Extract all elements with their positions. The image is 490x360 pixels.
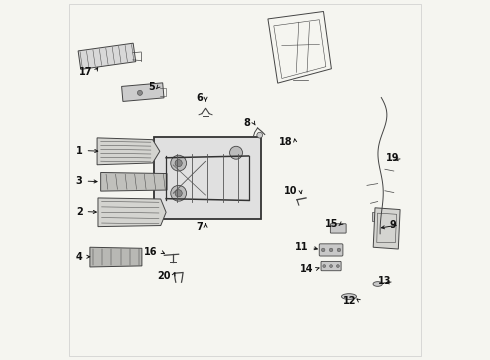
Text: 20: 20 bbox=[157, 271, 171, 281]
Circle shape bbox=[137, 90, 143, 95]
Circle shape bbox=[257, 132, 263, 138]
Bar bbox=[372, 212, 390, 221]
Polygon shape bbox=[98, 198, 166, 226]
Ellipse shape bbox=[342, 294, 357, 300]
Polygon shape bbox=[373, 208, 400, 249]
Circle shape bbox=[175, 159, 182, 167]
Circle shape bbox=[337, 248, 341, 252]
Circle shape bbox=[175, 190, 182, 197]
Circle shape bbox=[171, 185, 187, 201]
Bar bbox=[153, 137, 261, 220]
Text: 17: 17 bbox=[79, 67, 92, 77]
Text: 15: 15 bbox=[325, 219, 338, 229]
Text: 16: 16 bbox=[145, 247, 158, 257]
Text: 9: 9 bbox=[390, 220, 396, 230]
Circle shape bbox=[171, 155, 187, 171]
Bar bbox=[122, 83, 164, 102]
Text: 10: 10 bbox=[284, 186, 298, 196]
Text: 18: 18 bbox=[279, 138, 293, 147]
Text: 1: 1 bbox=[76, 145, 82, 156]
Circle shape bbox=[329, 248, 333, 252]
Ellipse shape bbox=[373, 282, 382, 286]
Text: 3: 3 bbox=[76, 176, 82, 186]
Text: 7: 7 bbox=[196, 222, 203, 231]
Text: 2: 2 bbox=[76, 207, 82, 217]
Text: 6: 6 bbox=[196, 93, 203, 103]
Bar bbox=[78, 43, 136, 69]
Circle shape bbox=[321, 248, 325, 252]
Text: 4: 4 bbox=[76, 252, 82, 262]
Polygon shape bbox=[90, 247, 142, 267]
Circle shape bbox=[230, 146, 243, 159]
FancyBboxPatch shape bbox=[321, 261, 341, 271]
Text: 14: 14 bbox=[300, 264, 313, 274]
FancyBboxPatch shape bbox=[319, 244, 343, 256]
Text: 5: 5 bbox=[148, 82, 155, 92]
Circle shape bbox=[330, 265, 333, 267]
FancyBboxPatch shape bbox=[330, 224, 346, 233]
Polygon shape bbox=[100, 172, 167, 191]
Text: 13: 13 bbox=[377, 276, 391, 287]
Circle shape bbox=[323, 265, 326, 267]
Circle shape bbox=[337, 265, 339, 267]
Text: 11: 11 bbox=[295, 242, 309, 252]
Polygon shape bbox=[97, 138, 160, 165]
Text: 12: 12 bbox=[343, 296, 357, 306]
Text: 19: 19 bbox=[387, 153, 400, 163]
Text: 8: 8 bbox=[244, 118, 251, 128]
